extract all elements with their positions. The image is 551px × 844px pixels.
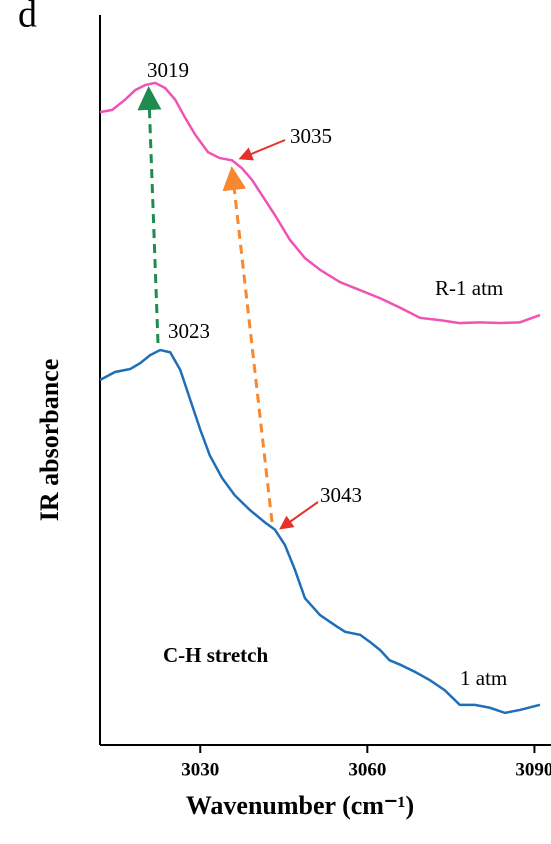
shift-arrow bbox=[222, 166, 274, 523]
x-axis-label: Wavenumber (cm⁻¹) bbox=[186, 791, 414, 820]
spectrum-line bbox=[99, 348, 541, 715]
shift-arrow bbox=[137, 86, 162, 344]
annotation: C-H stretch bbox=[163, 643, 268, 667]
annotation: 1 atm bbox=[460, 666, 507, 690]
annotation: 3019 bbox=[147, 58, 189, 82]
x-tick-label: 3030 bbox=[181, 759, 219, 780]
peak-arrow bbox=[279, 501, 319, 530]
panel-label: d bbox=[18, 0, 37, 36]
annotation: 3043 bbox=[320, 483, 362, 507]
peak-arrow bbox=[238, 139, 286, 161]
annotation: 3023 bbox=[168, 319, 210, 343]
annotation: 3035 bbox=[290, 124, 332, 148]
y-axis-label: IR absorbance bbox=[35, 359, 64, 522]
spectrum-line bbox=[99, 81, 541, 325]
x-tick-label: 3090 bbox=[515, 759, 551, 780]
x-tick-label: 3060 bbox=[348, 759, 386, 780]
annotation: R-1 atm bbox=[435, 276, 503, 300]
